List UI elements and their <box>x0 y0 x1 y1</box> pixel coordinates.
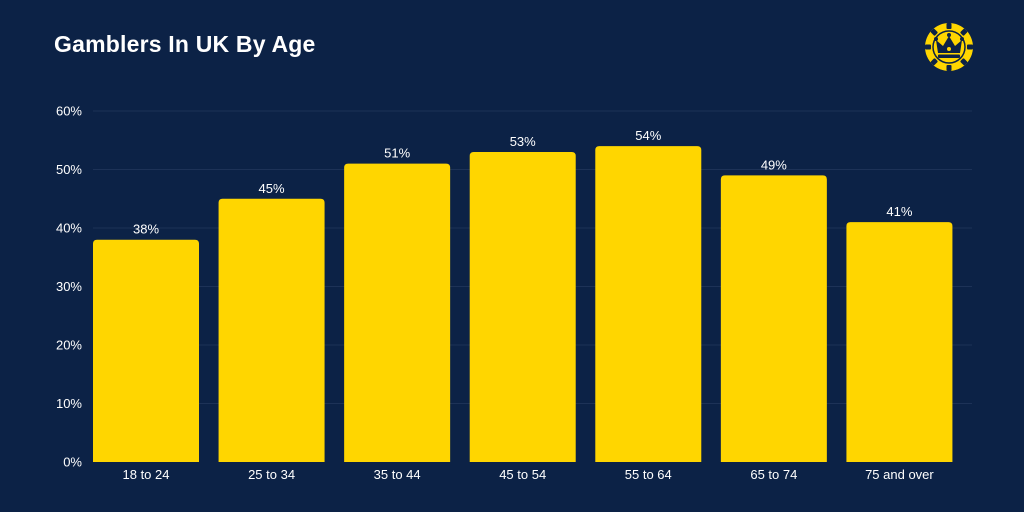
y-tick-label: 0% <box>63 455 82 470</box>
y-tick-label: 50% <box>56 162 82 177</box>
crown-chip-icon <box>925 23 973 71</box>
bar <box>344 163 451 462</box>
bar-value-label: 41% <box>886 204 912 219</box>
bar <box>93 239 199 462</box>
bar-value-label: 51% <box>384 146 410 161</box>
y-tick-label: 20% <box>56 338 82 353</box>
bar <box>469 151 576 462</box>
y-tick-label: 30% <box>56 279 82 294</box>
bars <box>93 146 953 462</box>
x-tick-label: 35 to 44 <box>374 467 421 482</box>
x-axis: 18 to 24 25 to 34 35 to 44 45 to 54 55 to 64… <box>123 467 935 482</box>
bar-value-label: 53% <box>510 134 536 149</box>
x-tick-label: 18 to 24 <box>123 467 170 482</box>
x-tick-label: 45 to 54 <box>499 467 546 482</box>
bar-value-label: 45% <box>259 181 285 196</box>
chart-title: Gamblers In UK By Age <box>54 31 316 57</box>
y-tick-label: 40% <box>56 221 82 236</box>
bar <box>720 175 827 462</box>
y-tick-label: 60% <box>56 104 82 119</box>
y-tick-label: 10% <box>56 396 82 411</box>
x-tick-label: 25 to 34 <box>248 467 295 482</box>
y-axis: 0% 10% 20% 30% 40% 50% 60% <box>56 104 82 470</box>
bar-value-label: 54% <box>635 128 661 143</box>
x-tick-label: 75 and over <box>865 467 934 482</box>
bar-value-label: 49% <box>761 157 787 172</box>
x-tick-label: 55 to 64 <box>625 467 672 482</box>
bar <box>218 198 325 462</box>
x-tick-label: 65 to 74 <box>750 467 797 482</box>
bar-value-label: 38% <box>133 222 159 237</box>
value-labels: 38% 45% 51% 53% 54% 49% 41% <box>133 128 913 237</box>
bar <box>595 146 702 462</box>
bar <box>846 222 953 462</box>
